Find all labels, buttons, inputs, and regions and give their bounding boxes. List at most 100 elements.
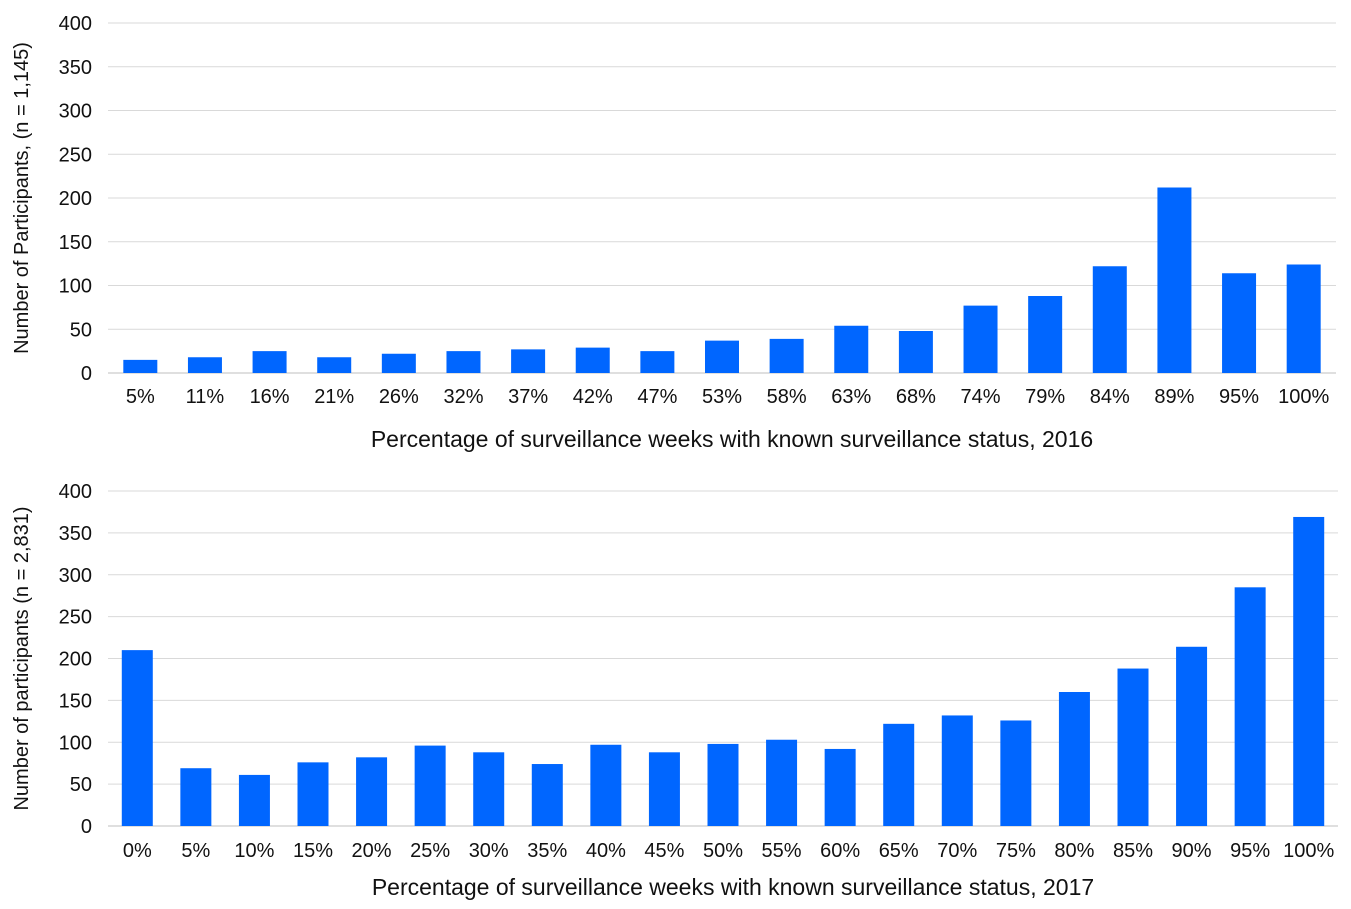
- bar: [1286, 264, 1321, 373]
- x-tick-label: 55%: [762, 840, 802, 862]
- x-tick-label: 100%: [1278, 386, 1329, 408]
- x-tick-label: 47%: [637, 386, 677, 408]
- bar: [707, 743, 739, 826]
- bar: [705, 340, 739, 373]
- x-tick-label: 20%: [352, 840, 392, 862]
- x-tick-label: 68%: [896, 386, 936, 408]
- y-tick-label: 200: [59, 649, 92, 671]
- y-tick-label: 250: [59, 607, 92, 629]
- y-tick-label: 300: [59, 565, 92, 587]
- x-tick-label: 65%: [879, 840, 919, 862]
- chart-panel-2: 0 50 100 150 200 250 300 350 400 0% 5% 10% 15% 20% 25%…: [11, 481, 1338, 900]
- bar: [381, 353, 416, 373]
- x-tick-label: 63%: [831, 386, 871, 408]
- x-tick-label: 80%: [1054, 840, 1094, 862]
- x-tick-label: 16%: [250, 386, 290, 408]
- bar: [648, 752, 680, 826]
- bar: [575, 347, 610, 373]
- x-tick-label: 0%: [123, 840, 152, 862]
- x-tick-label: 58%: [767, 386, 807, 408]
- bar: [121, 650, 153, 826]
- bar: [766, 739, 798, 826]
- bar: [963, 305, 998, 373]
- x-tick-label: 53%: [702, 386, 742, 408]
- x-tick-label: 30%: [469, 840, 509, 862]
- x-tick-label: 45%: [644, 840, 684, 862]
- x-tick-label: 84%: [1090, 386, 1130, 408]
- bar: [1234, 587, 1266, 826]
- bar: [640, 351, 675, 373]
- x-tick-label: 74%: [961, 386, 1001, 408]
- y-tick-label: 0: [81, 363, 92, 385]
- bar: [769, 338, 804, 373]
- x-tick-label: 37%: [508, 386, 548, 408]
- x-tick-label: 70%: [937, 840, 977, 862]
- x-tick-label: 32%: [443, 386, 483, 408]
- bar: [1176, 646, 1208, 826]
- bar: [317, 357, 352, 373]
- x-tick-label: 75%: [996, 840, 1036, 862]
- y-tick-label: 0: [81, 816, 92, 838]
- y-tick-label: 50: [70, 774, 92, 796]
- y-axis-title: Number of Participants, (n = 1,145): [11, 42, 33, 354]
- bar: [356, 757, 388, 826]
- bar: [1092, 266, 1127, 373]
- y-tick-label: 250: [59, 144, 92, 166]
- x-tick-label: 60%: [820, 840, 860, 862]
- bar: [238, 774, 270, 826]
- x-tick-label: 89%: [1154, 386, 1194, 408]
- bar: [1222, 273, 1257, 373]
- x-tick-label: 15%: [293, 840, 333, 862]
- bar: [898, 331, 933, 373]
- bar: [446, 351, 481, 373]
- bar: [414, 745, 446, 826]
- x-tick-label: 21%: [314, 386, 354, 408]
- y-tick-label: 400: [59, 13, 92, 35]
- x-tick-label: 85%: [1113, 840, 1153, 862]
- x-tick-label: 40%: [586, 840, 626, 862]
- bar: [1293, 516, 1325, 826]
- bar: [511, 349, 546, 373]
- y-tick-label: 50: [70, 319, 92, 341]
- x-axis-title: Percentage of surveillance weeks with kn…: [372, 874, 1094, 900]
- x-tick-label: 95%: [1219, 386, 1259, 408]
- x-tick-label: 50%: [703, 840, 743, 862]
- y-tick-label: 350: [59, 523, 92, 545]
- x-tick-label: 11%: [186, 386, 225, 408]
- chart-panel-1: 0 50 100 150 200 250 300 350 400 5% 11% 16% 21% 26% 32…: [11, 13, 1336, 452]
- x-tick-label: 42%: [573, 386, 613, 408]
- y-axis-title: Number of participants (n = 2,831): [11, 506, 33, 810]
- bar: [1157, 187, 1192, 373]
- x-tick-label: 10%: [234, 840, 274, 862]
- y-tick-label: 400: [59, 481, 92, 503]
- bar: [941, 715, 973, 826]
- y-tick-label: 100: [59, 276, 92, 298]
- x-tick-label: 100%: [1283, 840, 1334, 862]
- bar: [824, 748, 856, 826]
- bar: [1000, 720, 1032, 826]
- bar: [590, 744, 622, 826]
- x-tick-label: 79%: [1025, 386, 1065, 408]
- bar: [252, 351, 287, 373]
- bar: [297, 762, 329, 826]
- x-tick-label: 5%: [181, 840, 210, 862]
- y-tick-label: 150: [59, 232, 92, 254]
- y-tick-label: 100: [59, 732, 92, 754]
- bar: [834, 325, 869, 373]
- x-tick-label: 35%: [527, 840, 567, 862]
- y-tick-label: 150: [59, 690, 92, 712]
- bar: [1117, 668, 1149, 826]
- y-tick-label: 350: [59, 57, 92, 79]
- bar: [187, 357, 222, 373]
- bar: [473, 752, 505, 826]
- y-tick-label: 300: [59, 101, 92, 123]
- x-axis-title: Percentage of surveillance weeks with kn…: [371, 426, 1093, 452]
- bar: [180, 768, 212, 826]
- bar: [1028, 296, 1063, 373]
- x-tick-label: 95%: [1230, 840, 1270, 862]
- bar: [123, 359, 158, 373]
- x-tick-label: 90%: [1172, 840, 1212, 862]
- bar: [1058, 692, 1090, 826]
